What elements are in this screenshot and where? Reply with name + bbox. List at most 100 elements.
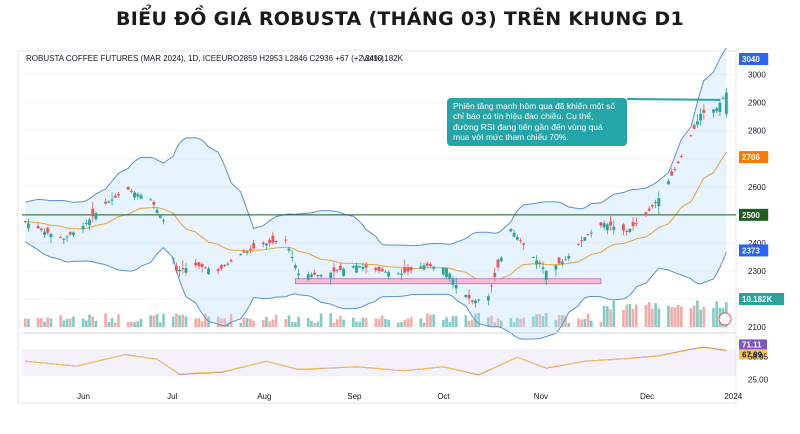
candle-body — [429, 264, 432, 267]
candle-body — [474, 300, 477, 304]
volume-bar — [609, 309, 612, 327]
volume-bar — [245, 317, 249, 327]
volume-bar — [358, 321, 362, 327]
y-tick-label: 2800 — [748, 127, 766, 136]
rsi-tick-label: 58.95 — [748, 353, 769, 362]
candle-body — [721, 97, 725, 99]
volume-bar — [493, 322, 497, 327]
candle-body — [425, 263, 429, 266]
callout-connector — [626, 98, 721, 101]
candle-body — [229, 259, 233, 262]
y-tick-label: 2400 — [748, 239, 766, 248]
candle-body — [117, 194, 120, 196]
alert-icon — [718, 312, 732, 326]
volume-bar — [339, 316, 342, 327]
candle-body — [316, 274, 320, 276]
volume-bar — [355, 321, 358, 327]
price-badge — [739, 151, 769, 164]
volume-bar — [387, 319, 390, 327]
rsi-badge — [739, 339, 767, 350]
candle-body — [171, 258, 175, 260]
price-badge-label: 2706 — [742, 153, 760, 162]
candle-body — [113, 195, 117, 198]
volume-bar — [380, 315, 384, 327]
candle-body — [531, 256, 535, 258]
volume-bar — [294, 322, 297, 327]
y-tick-label: 3000 — [748, 71, 766, 80]
volume-bar — [557, 314, 561, 327]
candle-body — [509, 228, 513, 232]
candle-body — [84, 222, 88, 224]
candle-body — [564, 259, 567, 261]
volume-bar — [702, 306, 706, 327]
volume-bar — [400, 321, 403, 327]
candle-body — [88, 219, 91, 226]
candle-body — [162, 220, 165, 222]
candle-body — [178, 269, 181, 272]
candle-body — [149, 199, 153, 201]
candle-body — [351, 266, 355, 268]
volume-bar — [509, 318, 513, 327]
price-badge — [739, 208, 769, 221]
candle-body — [541, 267, 545, 269]
zone-rect — [294, 278, 602, 285]
candle-body — [39, 228, 43, 231]
candle-body — [496, 259, 500, 268]
volume-bar — [647, 302, 651, 327]
volume-bar — [184, 316, 188, 327]
candle-body — [287, 248, 291, 251]
rsi-badge-label: 71.11 — [742, 340, 762, 349]
candle-body — [464, 295, 468, 297]
candle-body — [522, 243, 526, 245]
volume-bar — [171, 316, 175, 327]
volume-bar — [284, 319, 288, 327]
volume-bar — [313, 322, 316, 327]
volume-bar — [454, 315, 458, 327]
x-tick-label: 2024 — [724, 392, 742, 401]
volume-bar — [396, 322, 400, 327]
volume-bar — [667, 305, 670, 327]
candle-body — [155, 209, 159, 214]
candle-body — [448, 273, 452, 279]
x-axis: Jun Jul Aug Sep Oct Nov Dec 2024 — [77, 392, 743, 401]
candle-body — [107, 201, 111, 203]
volume-bar — [599, 322, 603, 327]
x-tick-label: Aug — [257, 392, 271, 401]
candle-body — [445, 268, 448, 278]
volume-bar — [239, 322, 243, 327]
volume-bar — [27, 318, 30, 327]
candle-body — [583, 237, 587, 241]
candle-body — [403, 267, 407, 273]
volume-bar — [374, 318, 378, 327]
volume-bar — [178, 315, 181, 327]
candle-body — [499, 257, 503, 262]
volume-bar — [117, 314, 120, 327]
volume-bar — [477, 313, 481, 327]
volume-bar — [81, 318, 85, 327]
candle-body — [313, 272, 317, 275]
volume-bar — [36, 317, 40, 327]
candle-body — [68, 232, 72, 235]
volume-bar — [561, 314, 564, 327]
candle-body — [364, 264, 368, 268]
volume-label: Vol10.182K — [362, 54, 404, 63]
candle-body — [72, 232, 75, 236]
volume-bar — [425, 313, 429, 327]
candle-body — [329, 272, 333, 279]
volume-bar — [631, 308, 635, 327]
candle-body — [560, 261, 564, 265]
candle-body — [673, 168, 677, 170]
candle-body — [223, 264, 227, 267]
volume-bar — [130, 321, 133, 327]
candle-body — [605, 224, 609, 231]
volume-bar — [274, 314, 278, 327]
rsi-signal-line — [25, 347, 727, 376]
candle-body — [203, 267, 207, 269]
annotation-callout: Phiên tăng mạnh hôm qua đã khiến một số … — [447, 98, 627, 146]
volume-bar — [422, 322, 426, 327]
support-zone — [22, 214, 736, 285]
candle-body — [197, 262, 201, 267]
candle-body — [535, 260, 538, 265]
volume-bar — [204, 313, 207, 327]
